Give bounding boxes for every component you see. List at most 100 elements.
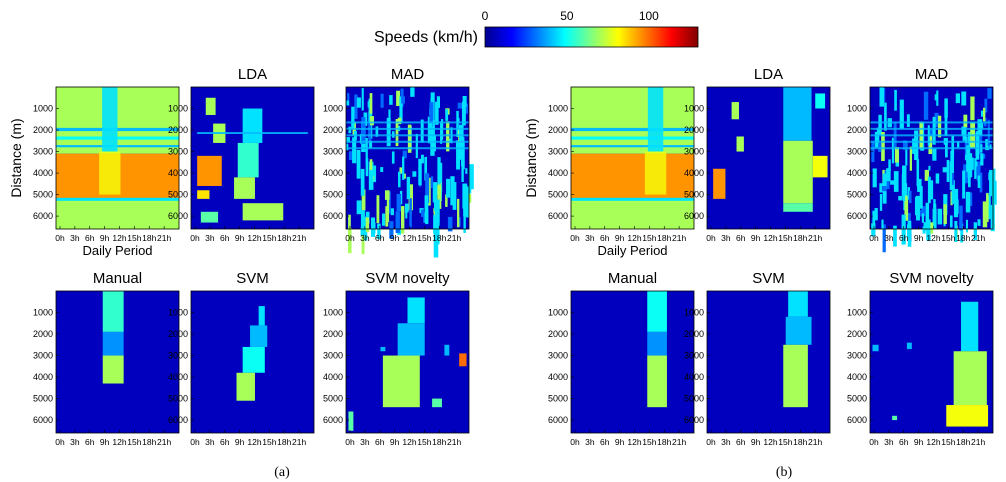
heatmap-cell [907, 220, 912, 247]
x-tick-label: 9h [235, 437, 245, 447]
y-tick-label: 2000 [323, 329, 343, 339]
y-tick-label: 4000 [548, 372, 568, 382]
heatmap-cell [102, 87, 118, 152]
heatmap-cell [457, 198, 460, 228]
x-tick-label: 15h [778, 437, 792, 447]
heatmap-cell [418, 158, 422, 186]
x-tick-label: 12h [247, 437, 261, 447]
y-tick-label: 2000 [168, 329, 188, 339]
heatmap-cell [906, 342, 912, 350]
heatmap-cell [923, 222, 926, 228]
heatmap-cell [236, 372, 255, 401]
x-tick-label: 12h [627, 437, 641, 447]
heatmap-cell [427, 116, 433, 144]
heatmap-cell [386, 193, 390, 222]
heatmap-cell [415, 133, 418, 159]
heatmap-cell [361, 117, 366, 144]
heatmap-cell [644, 151, 667, 195]
heatmap-panel-a-2: MAD 1000 2000 3000 4000 5000 6000 0h 3h 6h 9h 12h 15… [323, 66, 474, 258]
heatmap-cell [871, 223, 876, 237]
heatmap-cell [450, 176, 455, 206]
y-tick-label: 4000 [168, 168, 188, 178]
x-tick-label: 0h [869, 437, 879, 447]
y-tick-label: 4000 [847, 168, 867, 178]
heatmap-cell [446, 121, 450, 152]
heatmap-cell [389, 221, 394, 239]
x-tick-label: 18h [657, 233, 671, 243]
heatmap-cell [905, 142, 908, 166]
heatmap-cell [984, 98, 988, 113]
y-tick-label: 3000 [168, 147, 188, 157]
caption-a: (a) [274, 465, 290, 480]
heatmap-cell [461, 101, 466, 126]
heatmap-cell [437, 182, 442, 209]
heatmap-cell [425, 209, 429, 225]
y-tick-label: 2000 [847, 125, 867, 135]
y-tick-label: 5000 [33, 190, 53, 200]
heatmap-cell [731, 102, 739, 120]
y-tick-label: 2000 [323, 125, 343, 135]
x-tick-label: 6h [899, 233, 909, 243]
x-tick-label: 21h [447, 233, 461, 243]
y-tick-label: 1000 [168, 104, 188, 114]
heatmap-cell [878, 114, 882, 135]
heatmap-cell [963, 164, 968, 180]
heatmap-cell [925, 202, 930, 231]
panel-frame [869, 290, 994, 434]
heatmap-cell [102, 291, 124, 332]
heatmap-cell [912, 138, 917, 154]
heatmap-cell [971, 157, 974, 170]
heatmap-cell [403, 173, 406, 179]
heatmap-cell [945, 142, 948, 158]
y-tick-label: 2000 [33, 125, 53, 135]
x-tick-label: 6h [600, 233, 610, 243]
x-tick-label: 18h [277, 233, 291, 243]
y-tick-label: 5000 [168, 190, 188, 200]
heatmap-cell [437, 157, 441, 185]
heatmap-cell [444, 344, 450, 356]
colorbar-gradient [484, 26, 699, 48]
heatmap-cell [647, 355, 667, 408]
x-tick-label: 9h [914, 233, 924, 243]
heatmap-cell [870, 121, 993, 124]
x-tick-label: 0h [190, 437, 200, 447]
heatmap-cell [882, 224, 886, 253]
heatmap-cell [409, 198, 412, 228]
heatmap-cell [56, 197, 179, 201]
y-tick-label: 1000 [548, 104, 568, 114]
heatmap-cell [397, 323, 425, 356]
y-axis-label: Distance (m) [523, 118, 539, 197]
heatmap-cell [420, 154, 424, 164]
heatmap-cell [356, 97, 361, 108]
y-tick-label: 5000 [548, 394, 568, 404]
heatmap-cell [975, 161, 978, 167]
y-tick-label: 1000 [33, 308, 53, 318]
heatmap-cell [380, 167, 384, 173]
heatmap-cell [571, 127, 694, 132]
heatmap-cell [987, 119, 990, 147]
heatmap-cell [973, 222, 978, 240]
heatmap-cell [903, 140, 907, 150]
heatmap-cell [382, 355, 420, 408]
x-tick-label: 9h [100, 233, 110, 243]
heatmap-cell [439, 162, 443, 192]
y-tick-label: 3000 [684, 351, 704, 361]
y-tick-label: 5000 [33, 394, 53, 404]
heatmap-cell [944, 98, 948, 118]
y-tick-label: 1000 [323, 104, 343, 114]
heatmap-cell [785, 316, 812, 345]
heatmap-cell [571, 136, 694, 140]
heatmap-cell [933, 203, 937, 213]
heatmap-cell [783, 140, 813, 204]
heatmap-cell [434, 201, 438, 211]
y-tick-label: 5000 [548, 190, 568, 200]
heatmap-cell [258, 306, 265, 326]
heatmap-cell [571, 198, 694, 229]
heatmap-cell [932, 208, 937, 229]
heatmap-cell [974, 158, 977, 179]
heatmap-cell [361, 88, 364, 111]
heatmap-cell [396, 90, 401, 107]
panel-title: MAD [391, 66, 425, 83]
x-axis-label: Daily Period [82, 243, 152, 258]
heatmap-cell [898, 195, 903, 201]
